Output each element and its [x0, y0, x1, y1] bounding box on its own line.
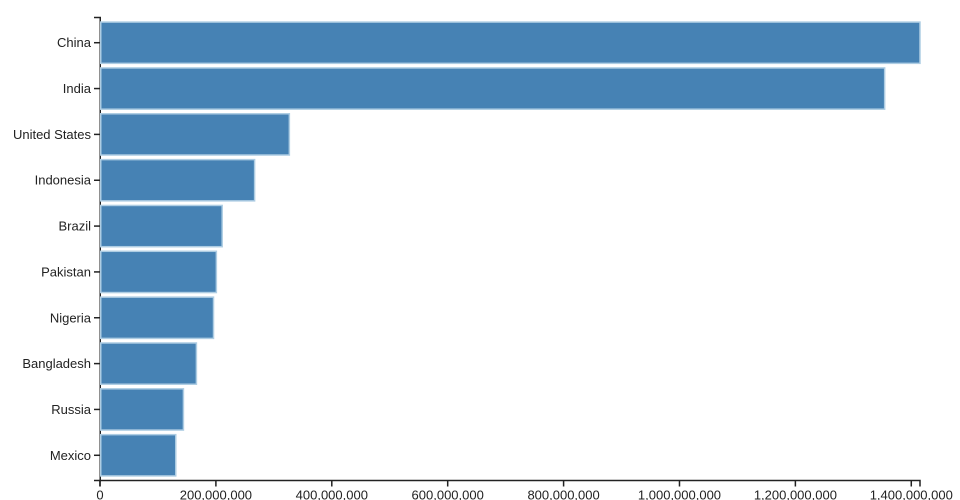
y-axis-label-brazil: Brazil: [58, 219, 91, 234]
x-axis-tick-label: 600,000,000: [412, 488, 484, 500]
y-axis-label-united-states: United States: [13, 127, 92, 142]
x-axis-tick-label: 1,200,000,000: [754, 488, 837, 500]
x-axis-tick-label: 200,000,000: [180, 488, 252, 500]
x-axis-tick-label: 400,000,000: [296, 488, 368, 500]
y-axis-label-pakistan: Pakistan: [41, 264, 91, 279]
y-axis-label-china: China: [57, 35, 92, 50]
x-axis-domain-line: [99, 479, 921, 487]
bar-brazil: [100, 204, 223, 248]
x-axis-tick-label: 0: [96, 488, 103, 500]
y-axis-label-bangladesh: Bangladesh: [22, 356, 91, 371]
y-axis-label-indonesia: Indonesia: [35, 173, 92, 188]
bar-indonesia: [100, 158, 256, 202]
bar-pakistan: [100, 250, 218, 294]
y-axis-label-russia: Russia: [51, 402, 92, 417]
bar-china: [100, 21, 921, 65]
bar-mexico: [100, 433, 177, 477]
bar-india: [100, 67, 886, 110]
bar-russia: [100, 388, 185, 431]
y-axis-label-nigeria: Nigeria: [50, 310, 92, 325]
bar-united-states: [100, 113, 291, 156]
x-axis-tick-label: 1,000,000,000: [638, 488, 721, 500]
bar-bangladesh: [100, 342, 198, 385]
x-axis-tick-label: 800,000,000: [527, 488, 599, 500]
x-axis-tick-label: 1,400,000,000: [870, 488, 953, 500]
y-axis-domain-line: [94, 16, 101, 482]
bar-nigeria: [100, 296, 215, 340]
y-axis-label-india: India: [63, 81, 92, 96]
y-axis-label-mexico: Mexico: [50, 448, 91, 463]
